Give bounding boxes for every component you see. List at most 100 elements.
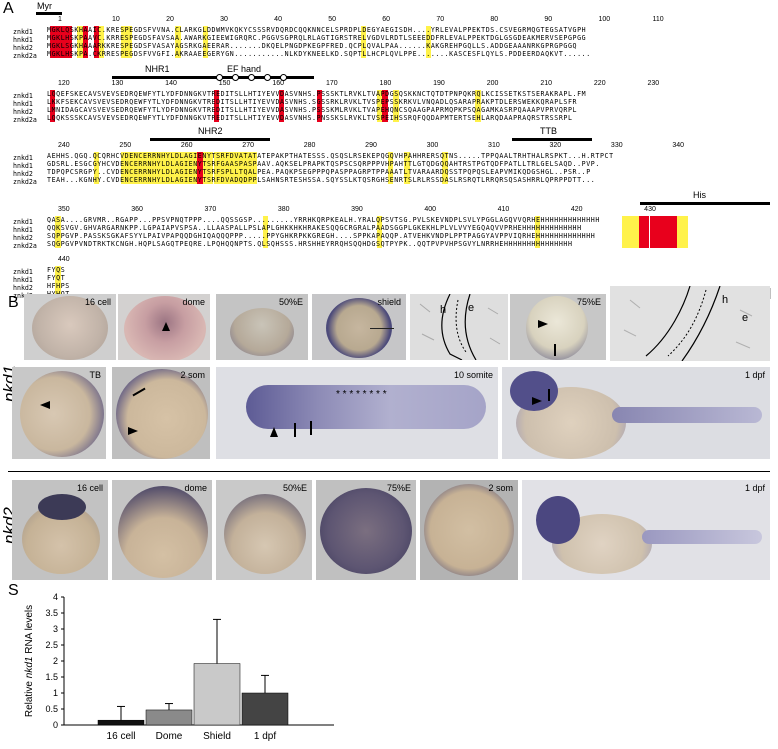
domain-label-myr: Myr [37,1,52,11]
conservation-shade [55,26,61,58]
conservation-shade [442,152,448,184]
image-panel-h: h e [610,286,770,361]
sequence-residues: MGKLHSKPA.CKRRESPEGDSFVVGFI.AKRAAEEGERYG… [47,50,591,58]
alignment-row: hnkd1 LKKFSEKCAVSVEVSEDRQEWFYTLYDFDNNGKVT… [13,98,679,108]
conservation-shade [475,90,481,122]
conservation-shade [262,216,268,248]
label-e: e [468,302,475,314]
conservation-shade [218,152,225,184]
conservation-shade [197,152,203,184]
ruler-position: 350 [58,206,70,213]
image-panel-e: shield [312,294,406,360]
conservation-shade [153,152,159,184]
conservation-shade [50,26,56,58]
domain-bar-nhr2 [150,138,270,141]
label-h: h [440,304,447,316]
ruler-position: 140 [165,80,177,87]
ruler-position: 330 [610,142,623,149]
sequence-name: znkd1 [13,92,33,100]
domain-bar-ttb [512,138,592,141]
ef-hand-dot [264,74,271,81]
embryo-head [536,496,580,544]
arrowhead-icon [40,401,50,409]
ruler-position: 80 [490,16,499,23]
sequence-residues: SQPPGVP.PASSKSGKAFSYYLPAIVPAPQQDGHIQAQQQ… [47,232,596,240]
conservation-shade [202,26,209,58]
image-panel-d: 50%E [216,294,308,360]
conservation-shade [377,90,383,122]
label-h: h [722,294,729,306]
x-tick-label: Shield [203,731,231,742]
image-panel-n: dome [112,480,212,580]
panel-label-b: B [8,294,19,311]
sequence-name: hnkd1 [13,226,33,234]
domain-bar-ef_hand [164,76,314,79]
sequence-residues: FYQT [47,274,66,282]
ruler-position: 160 [272,80,285,87]
alignment-row: znkd1 MGKLQSKHAAIC.KRESPEGDSFVVNA.CLARKGL… [13,26,690,36]
y-tick-label: 4 [53,592,58,602]
conservation-shade [633,216,639,248]
embryo-head [510,371,558,411]
y-tick-label: 0.5 [45,704,58,714]
conservation-shade [120,152,127,184]
conservation-shade [82,26,89,58]
arrow-icon [548,389,550,401]
ruler-position: 290 [365,142,377,149]
conservation-shade [159,152,165,184]
conservation-shade [66,26,72,58]
embryo [224,494,306,574]
stage-label: 10 somite [453,370,493,380]
ruler-position: 270 [242,142,254,149]
stage-label: 50%E [278,297,303,307]
stage-label: dome [182,297,205,307]
stage-label: 1 dpf [744,370,765,380]
embryo [20,371,104,457]
conservation-shade [55,216,61,248]
image-panel-o: 50%E [216,480,312,580]
embryo [116,369,208,459]
sequence-name: hnkd2 [13,108,33,116]
sequence-residues: LQQEFSKECAVSVEVSEDRQEWFYTLYDFDNNGKVTREDI… [47,90,587,98]
ruler-position: 110 [652,16,664,23]
ruler-position: 130 [111,80,124,87]
domain-label-ef_hand: EF hand [227,64,262,74]
sequence-residues: FYQS [47,266,66,274]
conservation-shade [246,152,252,184]
sequence-name: znkd1 [13,268,33,276]
sequence-name: hnkd2 [13,170,33,178]
y-tick-label: 3.5 [45,608,58,618]
x-tick-label: Dome [156,731,183,742]
embryo-section-drawing [419,294,501,360]
embryo [32,296,108,360]
conservation-shade [382,90,388,122]
conservation-shade [50,90,56,122]
sequence-name: hnkd1 [13,36,33,44]
alignment-row: znkd1 AEHHS.QGQ.QCQRHCVDENCERRNHYLDLAGIEN… [13,152,723,162]
asterisks: * * * * * * * * [336,389,387,400]
embryo [320,488,412,574]
label-e: e [742,312,749,324]
alignment-row: znkd1 FYQS [13,266,69,276]
conservation-shade [393,90,399,122]
conservation-shade [126,152,132,184]
sequence-residues: MGKLHSKPAAVC.KRRESPEGDSFAVSAA.AWARKGIEEW… [47,34,587,42]
embryo [118,486,208,578]
conservation-shade [93,26,100,58]
ef-hand-dot [232,74,239,81]
sequence-residues: QASA....GRVMR..RGAPP...PPSVPNQTPPP....QQ… [47,216,600,224]
conservation-shade [99,26,105,58]
ruler-position: 210 [540,80,552,87]
sequence-name: hnkd1 [13,100,33,108]
conservation-shade [622,216,628,248]
ruler-position: 200 [486,80,499,87]
y-tick-label: 0 [53,720,58,730]
conservation-shade [77,26,83,58]
embryo [526,296,588,360]
ruler-position: 440 [58,256,70,263]
image-panel-r: 1 dpf [522,480,770,580]
conservation-shade [627,216,634,248]
ruler-position: 180 [379,80,392,87]
sequence-residues: MGKLQSKHAAIC.KRESPEGDSFVVNA.CLARKGLDDWMV… [47,26,587,34]
conservation-shade [644,216,650,248]
